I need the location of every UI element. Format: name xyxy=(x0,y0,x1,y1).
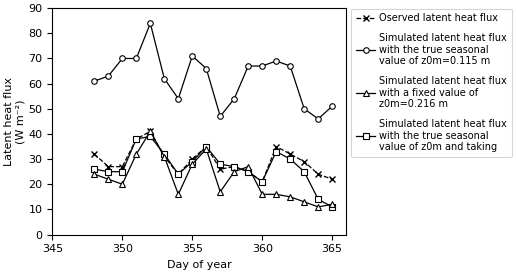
Legend: Oserved latent heat flux, Simulated latent heat flux
with the true seasonal
valu: Oserved latent heat flux, Simulated late… xyxy=(351,8,512,157)
Y-axis label: Latent heat flux
(W m⁻²): Latent heat flux (W m⁻²) xyxy=(4,77,26,166)
X-axis label: Day of year: Day of year xyxy=(167,260,232,270)
